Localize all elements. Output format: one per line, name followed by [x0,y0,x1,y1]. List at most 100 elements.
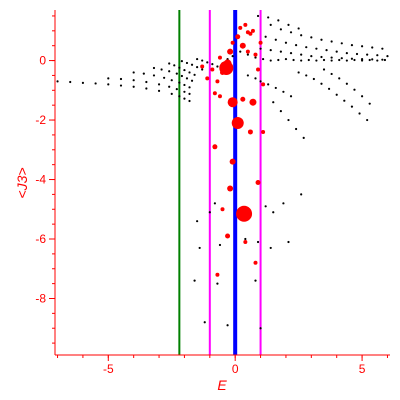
data-point [56,80,59,83]
data-point [322,58,326,62]
data-point [168,62,171,65]
data-point [254,279,257,282]
data-point [322,68,326,71]
data-point [212,144,218,150]
data-point [383,58,387,62]
data-point [330,40,333,43]
data-point [196,57,199,61]
x-axis-title: E [217,377,227,393]
data-point [225,233,231,239]
data-point [107,77,110,80]
data-point [185,77,189,80]
data-point [196,66,199,69]
y-tick-label: -6 [35,232,46,246]
axes [54,10,390,356]
data-point [253,260,258,265]
data-point [183,90,186,93]
data-point [205,76,210,81]
data-point [250,28,255,33]
data-point [330,59,333,62]
data-point [261,82,266,87]
data-point [231,54,234,58]
data-point [262,57,265,61]
data-point [132,85,135,88]
data-point [185,61,189,65]
data-point [343,99,346,102]
data-point [274,38,277,41]
data-point [69,80,72,84]
data-point [284,41,288,44]
data-point [157,83,161,86]
data-point [269,23,272,26]
data-point [269,59,272,62]
data-point [305,46,308,49]
y-tick-label: 0 [39,54,46,68]
data-point [132,79,135,82]
data-point [325,49,328,52]
data-point [94,82,97,85]
y-tick-label: -2 [35,113,46,127]
data-point [345,82,348,85]
data-point [227,185,234,192]
data-point [238,25,243,30]
data-point [350,43,354,47]
data-point [267,83,270,86]
data-point [216,282,219,285]
data-point [310,36,313,39]
data-point [381,58,384,61]
data-point [279,28,282,31]
data-point [119,84,123,87]
data-point [193,279,196,282]
data-point [294,43,298,47]
data-point [259,327,262,330]
data-point [292,58,295,62]
data-point [256,240,260,244]
data-point [244,237,247,241]
data-point [300,193,303,196]
data-point [152,66,156,70]
data-point [366,53,369,56]
data-point [220,207,225,212]
data-point [258,40,263,45]
data-point [188,86,191,89]
data-point [160,68,163,71]
data-point [287,118,290,122]
data-point [310,54,313,58]
data-point [249,98,257,106]
data-point [173,64,176,67]
data-point [188,99,191,103]
data-point [145,87,148,90]
data-point [330,56,333,59]
data-point [200,64,205,69]
data-point [312,77,315,81]
data-point [287,23,290,26]
data-point [335,93,338,96]
data-point [264,205,267,208]
data-point [350,57,354,60]
data-point [193,73,196,76]
data-point [277,19,280,22]
data-point [305,74,308,77]
data-point [170,92,173,95]
data-point [243,239,248,244]
ticks: -5 0 5 0 -2 -4 -6 -8 [35,15,388,376]
data-point [81,81,85,84]
data-point [381,47,384,50]
data-point [229,158,236,165]
data-point [259,47,262,50]
data-point [245,30,250,35]
y-axis-title: <J3> [14,167,30,198]
data-point [345,59,348,62]
data-point [315,59,318,62]
data-point [279,50,282,53]
data-point [338,58,341,62]
data-point [235,34,241,40]
x-tick-label: 5 [359,362,366,376]
data-point [253,52,258,57]
data-point [157,89,161,92]
data-point [119,77,123,81]
data-point [376,54,379,57]
data-point [201,68,204,71]
data-point [212,91,217,96]
data-point [231,117,244,130]
